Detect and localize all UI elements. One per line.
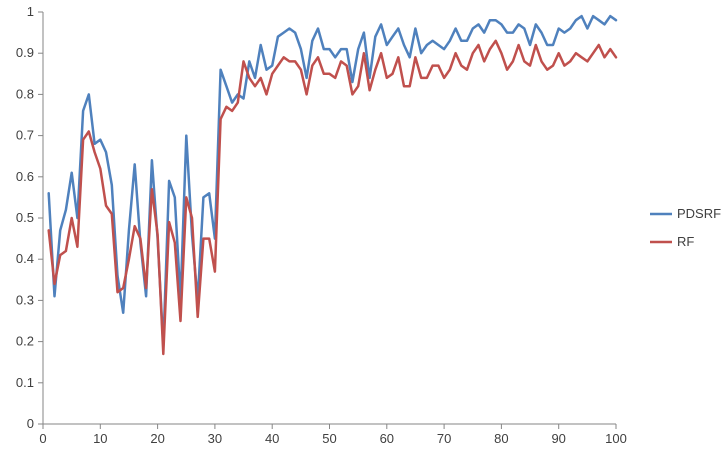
y-tick-label: 0.3 [16,292,34,307]
x-tick-label: 10 [93,431,107,446]
x-tick-label: 20 [150,431,164,446]
x-tick-label: 30 [208,431,222,446]
chart-axes [38,11,617,429]
x-tick-label: 90 [551,431,565,446]
x-tick-label: 70 [437,431,451,446]
y-tick-label: 0.8 [16,86,34,101]
x-tick-label: 50 [322,431,336,446]
chart-legend: PDSRF RF [650,206,721,249]
x-tick-label: 0 [39,431,46,446]
x-tick-label: 40 [265,431,279,446]
y-tick-label: 0.4 [16,251,34,266]
x-tick-label: 100 [605,431,627,446]
y-tick-label: 1 [27,4,34,19]
legend-label-pdsrf: PDSRF [677,206,721,221]
series-line-rf [47,39,618,356]
y-tick-label: 0.1 [16,375,34,390]
y-tick-label: 0.5 [16,210,34,225]
y-tick-label: 0.7 [16,128,34,143]
x-tick-label: 60 [380,431,394,446]
y-tick-label: 0.2 [16,334,34,349]
legend-label-rf: RF [677,234,694,249]
chart-tick-labels: 00.10.20.30.40.50.60.70.80.910 10 20 30 40 50… [16,4,627,446]
chart-series-lines [47,14,618,356]
y-tick-label: 0.9 [16,45,34,60]
y-tick-label: 0 [27,416,34,431]
x-tick-label: 80 [494,431,508,446]
y-tick-label: 0.6 [16,169,34,184]
